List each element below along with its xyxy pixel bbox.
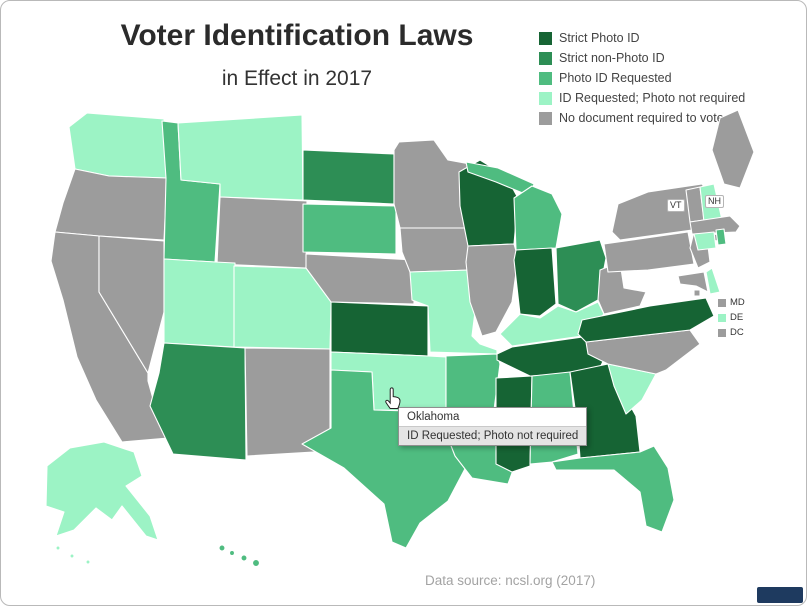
data-source: Data source: ncsl.org (2017): [425, 573, 596, 588]
state-ak-island[interactable]: [85, 559, 91, 565]
legend-item: ID Requested; Photo not required: [539, 91, 745, 105]
state-ia[interactable]: [399, 227, 475, 273]
state-me[interactable]: [711, 109, 755, 189]
state-callout-dc: DC: [717, 327, 744, 338]
legend-item: Photo ID Requested: [539, 71, 745, 85]
state-hi-island[interactable]: [240, 554, 248, 562]
state-il[interactable]: [465, 243, 519, 337]
state-ri[interactable]: [715, 228, 727, 246]
state-in[interactable]: [513, 247, 557, 317]
legend-label: Photo ID Requested: [559, 71, 672, 85]
state-ma[interactable]: [689, 215, 741, 235]
chart-title: Voter Identification Laws: [120, 19, 474, 52]
state-pa[interactable]: [603, 231, 695, 273]
state-va[interactable]: [577, 297, 715, 343]
state-swatch-de: [717, 312, 727, 323]
state-swatch-dc: [717, 327, 727, 338]
state-mi[interactable]: [513, 185, 563, 251]
state-nv[interactable]: [98, 235, 165, 374]
state-ak-island[interactable]: [69, 553, 75, 559]
state-ut[interactable]: [163, 258, 236, 348]
state-md[interactable]: [677, 271, 709, 293]
state-wy[interactable]: [216, 196, 308, 269]
legend-swatch: [539, 71, 552, 85]
state-hi-island[interactable]: [251, 558, 261, 568]
legend-swatch: [539, 91, 552, 105]
legend-label: Strict non-Photo ID: [559, 51, 665, 65]
state-fl[interactable]: [551, 445, 675, 533]
legend-swatch: [539, 31, 552, 45]
state-callout-de: DE: [717, 312, 743, 323]
tooltip: Oklahoma ID Requested; Photo not require…: [398, 407, 588, 446]
state-ak[interactable]: [45, 441, 159, 541]
tooltip-value: ID Requested; Photo not required: [399, 426, 587, 445]
logo-badge[interactable]: [757, 587, 803, 603]
legend-swatch: [539, 51, 552, 65]
legend: Strict Photo ID Strict non-Photo ID Phot…: [539, 31, 745, 131]
state-hi-island[interactable]: [228, 549, 236, 557]
state-or[interactable]: [54, 168, 168, 241]
state-az[interactable]: [149, 342, 247, 461]
legend-item: No document required to vote: [539, 111, 745, 125]
state-swatch-md: [717, 297, 727, 308]
state-ak-island[interactable]: [55, 545, 61, 551]
tooltip-state-name: Oklahoma: [399, 408, 587, 426]
state-nc[interactable]: [585, 329, 701, 375]
legend-item: Strict Photo ID: [539, 31, 745, 45]
state-dc[interactable]: [693, 289, 701, 297]
state-label-md: MD: [730, 297, 745, 308]
state-ks[interactable]: [330, 301, 429, 357]
state-ar[interactable]: [445, 353, 501, 411]
states-group: [45, 109, 755, 568]
state-hi-island[interactable]: [218, 544, 226, 552]
state-nd[interactable]: [302, 149, 395, 205]
chart-subtitle: in Effect in 2017: [221, 67, 373, 90]
state-de[interactable]: [705, 267, 721, 295]
state-ne[interactable]: [305, 253, 415, 305]
legend-label: No document required to vote: [559, 111, 724, 125]
state-label-dc: DC: [730, 327, 744, 338]
state-label-nh: NH: [705, 195, 724, 208]
state-sd[interactable]: [302, 203, 397, 255]
legend-label: ID Requested; Photo not required: [559, 91, 746, 105]
state-callout-md: MD: [717, 297, 745, 308]
state-mn[interactable]: [393, 139, 471, 229]
legend-label: Strict Photo ID: [559, 31, 640, 45]
hand-cursor-icon: [385, 387, 401, 409]
state-label-de: DE: [730, 312, 744, 323]
state-wa[interactable]: [68, 112, 168, 179]
state-ct[interactable]: [693, 231, 717, 251]
legend-item: Strict non-Photo ID: [539, 51, 745, 65]
legend-swatch: [539, 111, 552, 125]
state-ky[interactable]: [499, 301, 605, 347]
state-label-vt: VT: [667, 199, 685, 212]
